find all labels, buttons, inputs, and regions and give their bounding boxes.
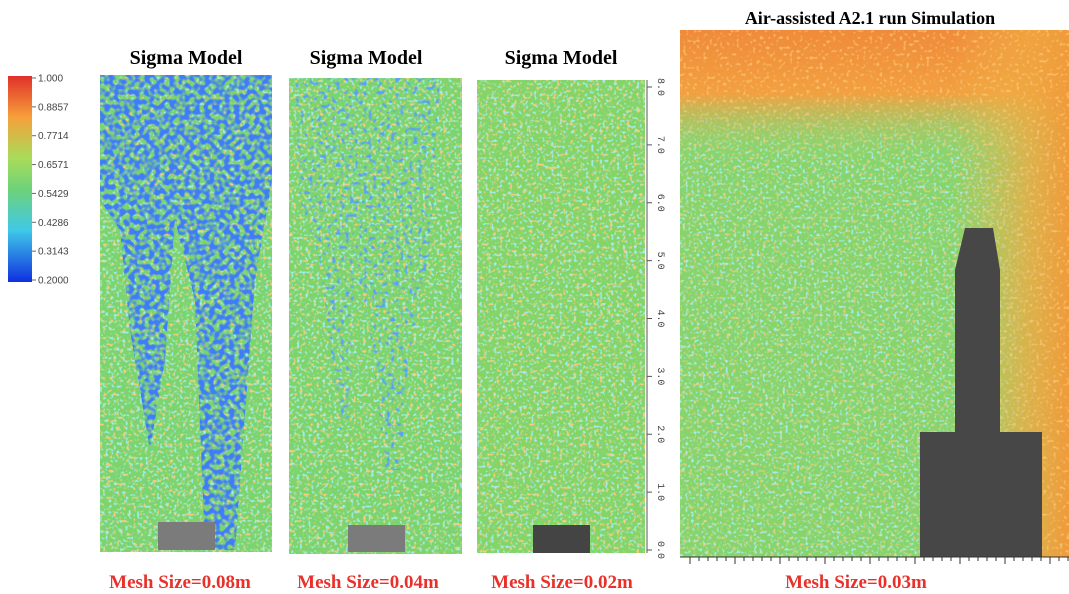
axis-tick-label: 5.0 bbox=[654, 252, 665, 270]
figure: 1.000 0.8857 0.7714 0.6571 0.5429 0.4286 0.314… bbox=[0, 0, 1069, 594]
panel-title: Sigma Model bbox=[310, 47, 423, 69]
panel-title: Sigma Model bbox=[130, 47, 243, 69]
colorbar-tick-label: 0.3143 bbox=[38, 247, 69, 258]
panel bbox=[680, 30, 1069, 557]
colorbar-tick-label: 0.2000 bbox=[38, 276, 69, 287]
colorbar-tick-label: 1.000 bbox=[38, 74, 63, 85]
panel bbox=[100, 75, 272, 552]
panel-title: Air-assisted A2.1 run Simulation bbox=[745, 8, 995, 28]
panel bbox=[477, 80, 647, 553]
axis-tick-label: 0.0 bbox=[654, 541, 665, 559]
mesh-label: Mesh Size=0.02m bbox=[491, 572, 633, 593]
axis-tick-label: 8.0 bbox=[654, 78, 665, 96]
mesh-label: Mesh Size=0.08m bbox=[109, 572, 251, 593]
axis-tick-label: 7.0 bbox=[654, 136, 665, 154]
colorbar-tick-label: 0.8857 bbox=[38, 102, 69, 113]
colorbar-tick-label: 0.7714 bbox=[38, 131, 69, 142]
colorbar-tick-label: 0.4286 bbox=[38, 218, 69, 229]
axis-tick-label: 6.0 bbox=[654, 194, 665, 212]
axis-tick-label: 1.0 bbox=[654, 483, 665, 501]
mesh-label: Mesh Size=0.03m bbox=[785, 572, 927, 593]
colorbar bbox=[8, 76, 32, 282]
panel bbox=[289, 78, 462, 554]
axis-tick-label: 2.0 bbox=[654, 425, 665, 443]
axis-tick-label: 3.0 bbox=[654, 367, 665, 385]
colorbar-tick-label: 0.5429 bbox=[38, 189, 69, 200]
panel-title: Sigma Model bbox=[505, 47, 618, 69]
colorbar-tick-label: 0.6571 bbox=[38, 160, 69, 171]
mesh-label: Mesh Size=0.04m bbox=[297, 572, 439, 593]
axis-tick-label: 4.0 bbox=[654, 309, 665, 327]
